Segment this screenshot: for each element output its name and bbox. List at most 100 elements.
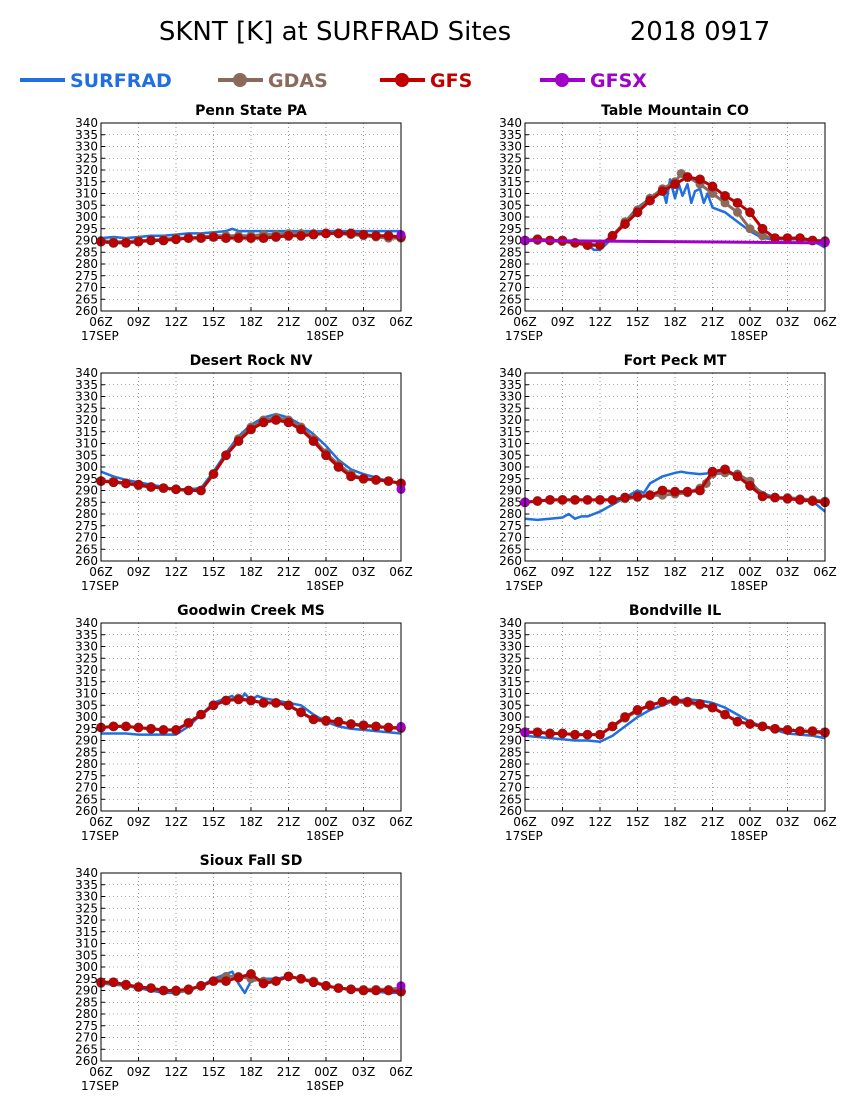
y-tick-label: 330	[75, 890, 98, 904]
y-tick-label: 325	[75, 401, 98, 415]
legend-item-surfrad: SURFRAD	[20, 70, 172, 92]
y-tick-label: 300	[75, 960, 98, 974]
y-tick-label: 305	[75, 198, 98, 212]
series-point-gfs	[121, 478, 131, 489]
series-point-gfs	[657, 186, 668, 197]
series-point-gfs	[807, 496, 818, 506]
x-tick-label: 12Z	[588, 565, 612, 579]
x-tick-label: 15Z	[626, 565, 650, 579]
series-point-gfs	[358, 473, 369, 484]
x-tick-label: 06Z	[89, 815, 113, 829]
y-tick-label: 325	[499, 151, 522, 165]
x-tick-label: 06Z	[513, 315, 537, 329]
series-point-gfs	[133, 722, 144, 733]
series-point-gfs	[158, 985, 169, 996]
series-point-gfs	[346, 719, 356, 729]
y-axis: 2602652702752802852902953003053103153203…	[75, 616, 105, 818]
panel-penn-state-pa: Penn State PA 260265270275280285290295300…	[75, 103, 413, 343]
x-date-label: 18SEP	[730, 579, 768, 593]
x-tick-label: 12Z	[588, 315, 612, 329]
series-point-gfs	[246, 969, 256, 979]
series-point-gfs	[358, 985, 369, 996]
x-tick-label: 03Z	[776, 315, 800, 329]
x-tick-label: 18Z	[239, 815, 263, 829]
series-point-gfs	[707, 181, 718, 192]
series-point-gfs	[383, 476, 394, 487]
y-tick-label: 265	[499, 792, 522, 806]
y-tick-label: 270	[75, 531, 98, 545]
series-point-gfs	[695, 699, 705, 709]
x-tick-label: 09Z	[127, 1065, 151, 1079]
x-tick-label: 15Z	[202, 815, 226, 829]
series-point-gfs	[258, 698, 269, 708]
series-point-gfs	[732, 716, 743, 727]
y-axis: 2602652702752802852902953003053103153203…	[75, 866, 105, 1068]
x-tick-label: 21Z	[701, 315, 725, 329]
series-point-gfs	[296, 973, 306, 984]
series-point-gfs	[770, 723, 780, 734]
x-tick-label: 15Z	[202, 315, 226, 329]
series-point-gfs	[183, 984, 194, 995]
series-point-gfs	[271, 415, 281, 425]
series-point-gfs	[183, 233, 194, 244]
series-point-gfs	[645, 700, 655, 711]
plot-frame	[100, 622, 402, 812]
series-point-gfs	[308, 229, 319, 240]
panel-grid	[101, 623, 401, 811]
y-tick-label: 310	[499, 187, 522, 201]
x-tick-label: 06Z	[389, 565, 413, 579]
plot-area	[520, 695, 830, 743]
series-point-gfs	[308, 714, 319, 725]
series-point-gfs	[682, 696, 693, 707]
chart-panels: Penn State PA260265270275280285290295300…	[75, 103, 837, 1093]
series-point-gfs	[745, 480, 755, 491]
panel-title: Desert Rock NV	[190, 353, 313, 369]
y-tick-label: 285	[499, 245, 522, 259]
x-date-label: 17SEP	[505, 829, 543, 843]
y-tick-label: 295	[499, 722, 522, 736]
series-point-gfs	[283, 230, 294, 241]
y-tick-label: 305	[499, 198, 522, 212]
figure-title: SKNT [K] at SURFRAD Sites	[159, 17, 511, 47]
series-point-gfs	[246, 695, 256, 706]
series-point-gfs	[296, 707, 306, 718]
series-point-gdas	[758, 231, 767, 241]
series-point-gfs	[695, 174, 705, 185]
series-point-gfs	[208, 232, 219, 242]
legend-marker	[395, 73, 409, 87]
y-tick-label: 265	[499, 542, 522, 556]
series-point-gfs	[221, 976, 231, 986]
series-point-gfs	[570, 494, 580, 505]
x-date-label: 17SEP	[81, 329, 119, 343]
y-tick-label: 285	[75, 245, 98, 259]
y-tick-label: 290	[499, 484, 522, 498]
y-tick-label: 285	[75, 995, 98, 1009]
plot-area	[520, 464, 830, 522]
x-tick-label: 06Z	[513, 565, 537, 579]
series-point-gfs	[146, 983, 156, 994]
y-tick-label: 320	[75, 163, 98, 177]
series-point-gfs	[383, 722, 394, 733]
y-tick-label: 270	[75, 1031, 98, 1045]
x-tick-label: 09Z	[127, 565, 151, 579]
series-point-gfs	[321, 450, 331, 461]
y-tick-label: 340	[75, 366, 98, 380]
x-tick-label: 03Z	[352, 315, 376, 329]
series-point-gfs	[333, 716, 344, 727]
series-gfs	[520, 695, 830, 740]
series-point-gfs	[632, 491, 643, 502]
y-tick-label: 290	[75, 484, 98, 498]
series-point-gfs	[246, 424, 256, 435]
legend: SURFRAD GDAS GFS GFSX	[20, 70, 647, 92]
series-point-gfs	[171, 234, 181, 245]
y-tick-label: 265	[75, 542, 98, 556]
y-tick-label: 285	[499, 745, 522, 759]
series-point-gdas	[745, 224, 755, 234]
series-point-gfs	[570, 729, 580, 740]
series-point-gfs	[745, 207, 755, 218]
series-point-gfs	[545, 494, 555, 505]
series-point-gfs	[607, 494, 618, 505]
series-gfs	[520, 464, 830, 508]
y-tick-label: 290	[499, 234, 522, 248]
